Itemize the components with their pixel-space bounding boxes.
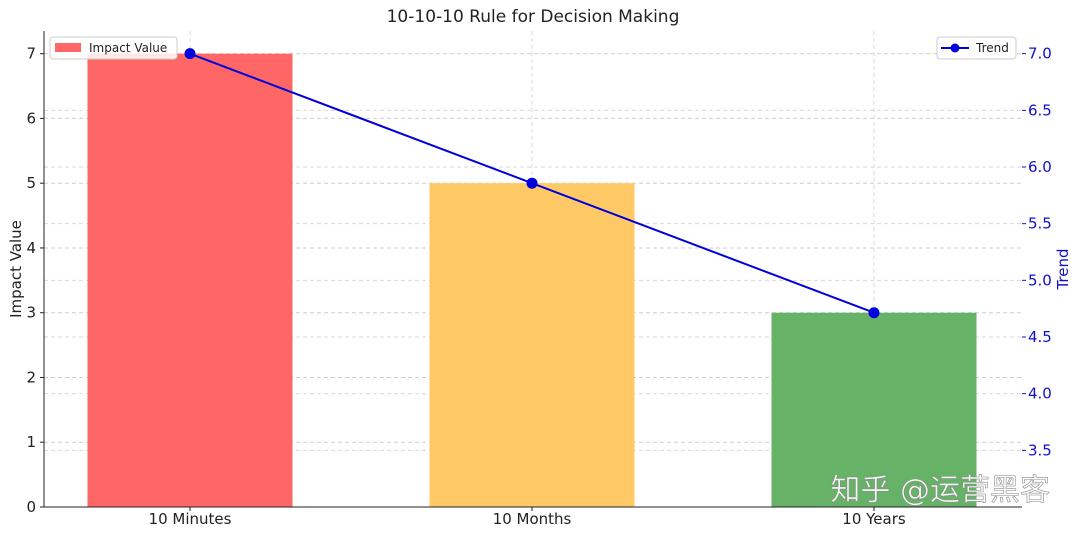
trend-point-2: [868, 307, 880, 319]
legend-swatch-trend-marker: [950, 43, 960, 53]
y-tick-label-left-3: 3: [26, 304, 36, 322]
bars-layer: [87, 53, 977, 508]
legend-label-impact: Impact Value: [89, 41, 167, 55]
trend-layer: [184, 48, 880, 319]
y-tick-label-right-1: 4.0: [1028, 385, 1052, 403]
axes-layer: [40, 31, 1026, 511]
y-tick-label-left-6: 6: [26, 109, 36, 127]
y-tick-label-left-5: 5: [26, 174, 36, 192]
legend-right-box: [936, 36, 1017, 60]
x-tick-label-1: 10 Months: [493, 510, 572, 528]
legend-swatch-impact: [55, 43, 81, 52]
x-tick-label-0: 10 Minutes: [149, 510, 232, 528]
y-tick-label-right-6: 6.5: [1028, 101, 1052, 119]
watermark-text: 知乎 @运营黑客: [830, 473, 1050, 508]
bar-10-months: [429, 183, 635, 507]
bar-10-minutes: [87, 53, 293, 508]
bar-10-years: [771, 312, 977, 507]
y-tick-label-right-3: 5.0: [1028, 271, 1052, 289]
y-tick-label-right-0: 3.5: [1028, 441, 1052, 459]
y-axis-label-left: Impact Value: [7, 220, 25, 318]
y-tick-label-left-2: 2: [26, 368, 36, 386]
legend-left: Impact Value: [49, 36, 178, 60]
chart-title: 10-10-10 Rule for Decision Making: [387, 7, 680, 27]
trend-point-0: [184, 48, 196, 60]
labels-layer: 0 1 2 3 4 5 6 7 3.5 4.0 4.5 5.0 5.5 6.0 6.5 7.0 10 Minut…: [26, 45, 1051, 528]
y-axis-label-right: Trend: [1054, 248, 1072, 290]
y-tick-label-right-4: 5.5: [1028, 215, 1052, 233]
y-tick-label-left-1: 1: [26, 433, 36, 451]
y-tick-label-left-0: 0: [26, 498, 36, 516]
y-tick-label-left-4: 4: [26, 239, 36, 257]
trend-point-1: [526, 177, 538, 189]
y-tick-label-left-7: 7: [26, 45, 36, 63]
x-tick-label-2: 10 Years: [842, 510, 906, 528]
legend-left-box: [49, 36, 178, 60]
y-tick-label-right-5: 6.0: [1028, 158, 1052, 176]
legend-label-trend: Trend: [975, 41, 1009, 55]
legend-right: Trend: [936, 36, 1017, 60]
y-tick-label-right-7: 7.0: [1028, 45, 1052, 63]
legend-layer: Impact Value Trend: [49, 36, 1017, 60]
y-tick-label-right-2: 4.5: [1028, 328, 1052, 346]
